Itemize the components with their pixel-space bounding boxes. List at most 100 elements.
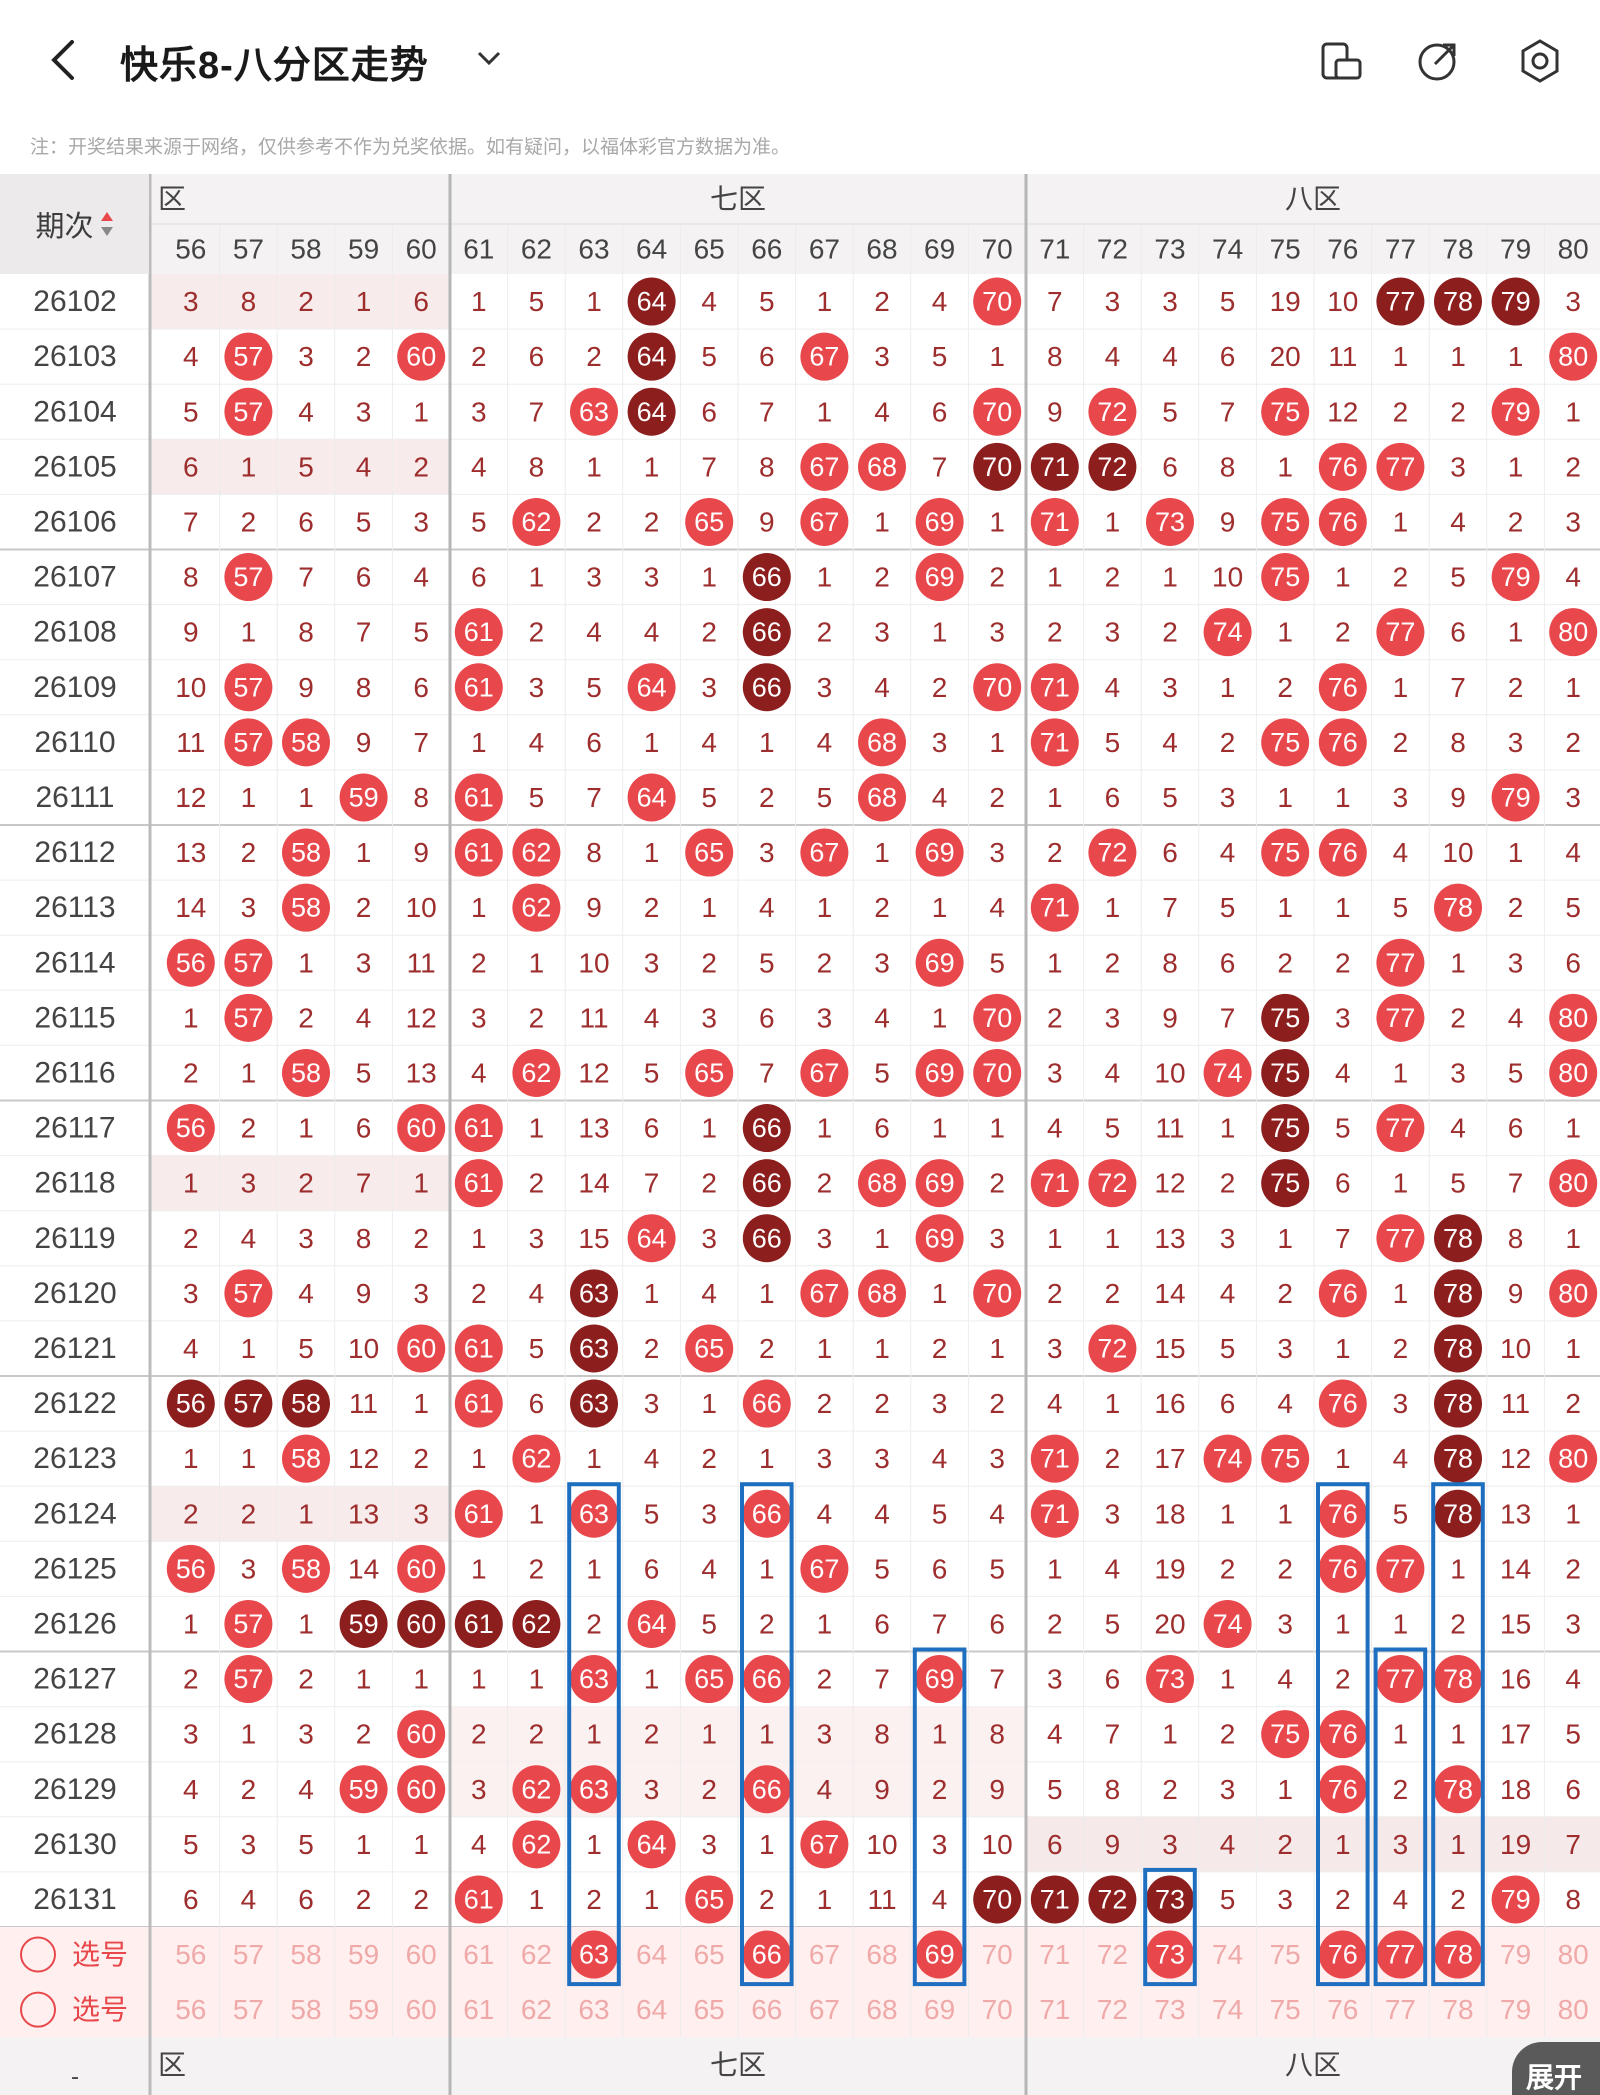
ball-number: 78: [1443, 1664, 1473, 1694]
ball-number: 80: [1558, 1278, 1588, 1308]
select-number-71[interactable]: 71: [1039, 1994, 1070, 2025]
select-number-74[interactable]: 74: [1212, 1994, 1243, 2025]
omission-count: 4: [356, 1002, 372, 1033]
period-header[interactable]: 期次: [0, 174, 149, 274]
select-ball-69[interactable]: [915, 1930, 964, 1979]
select-number-68[interactable]: 68: [866, 1939, 897, 1970]
omission-count: 2: [529, 1168, 545, 1199]
ball-78: [1434, 883, 1482, 932]
select-number-79[interactable]: 79: [1500, 1994, 1531, 2025]
select-number-64[interactable]: 64: [636, 1939, 667, 1970]
select-number-67[interactable]: 67: [809, 1994, 840, 2025]
ball-77: [1376, 993, 1425, 1042]
select-number-57[interactable]: 57: [233, 1994, 264, 2025]
omission-count: 1: [1335, 1829, 1351, 1860]
select-number-70[interactable]: 70: [982, 1939, 1013, 1970]
select-number-56[interactable]: 56: [175, 1994, 206, 2025]
settings-icon[interactable]: [1515, 36, 1565, 86]
ball-74: [1203, 1599, 1252, 1648]
select-number-68[interactable]: 68: [866, 1994, 897, 2025]
select-ball-77[interactable]: [1376, 1930, 1425, 1979]
select-number-73[interactable]: 73: [1154, 1994, 1185, 2025]
select-number-76[interactable]: 76: [1327, 1994, 1358, 2025]
column-header-78: 78: [1442, 234, 1473, 265]
column-header-68: 68: [866, 234, 897, 265]
omission-count: 1: [356, 1664, 372, 1695]
select-number-77[interactable]: 77: [1385, 1994, 1416, 2025]
select-number-78[interactable]: 78: [1442, 1994, 1473, 2025]
omission-count: 1: [1220, 1113, 1236, 1144]
omission-count: 10: [406, 892, 437, 923]
select-number-58[interactable]: 58: [290, 1994, 321, 2025]
select-number-67[interactable]: 67: [809, 1939, 840, 1970]
select-number-60[interactable]: 60: [406, 1939, 437, 1970]
omission-count: 2: [874, 562, 890, 593]
period-26112: 26112: [34, 836, 115, 869]
select-ball-63[interactable]: [570, 1930, 618, 1979]
omission-count: 5: [529, 782, 545, 813]
omission-count: 4: [759, 892, 775, 923]
select-radio-icon[interactable]: [20, 1991, 56, 2028]
select-number-65[interactable]: 65: [694, 1994, 725, 2025]
ball-56: [166, 1104, 215, 1153]
select-number-63[interactable]: 63: [578, 1994, 609, 2025]
omission-count: 3: [1047, 1664, 1063, 1695]
page-title[interactable]: 快乐8-八分区走势: [120, 45, 429, 87]
select-number-61[interactable]: 61: [463, 1939, 494, 1970]
omission-count: 4: [1047, 1388, 1063, 1419]
period-26103: 26103: [33, 340, 116, 373]
omission-count: 2: [1277, 1278, 1293, 1309]
ball-78: [1434, 1434, 1482, 1483]
omission-count: 2: [183, 1223, 199, 1254]
select-number-79[interactable]: 79: [1500, 1939, 1531, 1970]
ball-number: 76: [1328, 1278, 1358, 1308]
select-ball-78[interactable]: [1434, 1930, 1482, 1979]
select-number-80[interactable]: 80: [1558, 1994, 1589, 2025]
select-number-56[interactable]: 56: [175, 1939, 206, 1970]
omission-count: 2: [183, 1498, 199, 1529]
ball-61: [454, 608, 503, 657]
select-number-75[interactable]: 75: [1270, 1994, 1301, 2025]
select-number-75[interactable]: 75: [1270, 1939, 1301, 1970]
ball-number: 61: [464, 1499, 494, 1529]
select-ball-number: 76: [1328, 1940, 1358, 1970]
select-number-69[interactable]: 69: [924, 1994, 955, 2025]
chevron-left-icon[interactable]: [44, 38, 84, 82]
select-number-72[interactable]: 72: [1097, 1939, 1128, 1970]
chevron-down-icon[interactable]: [476, 48, 502, 68]
ball-69: [915, 497, 964, 546]
select-number-59[interactable]: 59: [348, 1939, 379, 1970]
share-icon[interactable]: [1413, 36, 1463, 86]
select-ball-73[interactable]: [1146, 1930, 1194, 1979]
select-number-61[interactable]: 61: [463, 1994, 494, 2025]
period-26117: 26117: [34, 1112, 115, 1145]
select-number-62[interactable]: 62: [521, 1994, 552, 2025]
select-number-74[interactable]: 74: [1212, 1939, 1243, 1970]
expand-button[interactable]: 展开: [1512, 2042, 1600, 2095]
select-number-80[interactable]: 80: [1558, 1939, 1589, 1970]
select-number-65[interactable]: 65: [694, 1939, 725, 1970]
ball-60: [397, 1324, 446, 1373]
select-number-71[interactable]: 71: [1039, 1939, 1070, 1970]
select-number-64[interactable]: 64: [636, 1994, 667, 2025]
omission-count: 1: [1162, 562, 1178, 593]
column-header-61: 61: [463, 234, 494, 265]
select-number-58[interactable]: 58: [290, 1939, 321, 1970]
select-label[interactable]: 选号: [72, 1994, 128, 2025]
select-number-60[interactable]: 60: [406, 1994, 437, 2025]
select-number-62[interactable]: 62: [521, 1939, 552, 1970]
select-number-70[interactable]: 70: [982, 1994, 1013, 2025]
omission-count: 1: [413, 1829, 429, 1860]
select-ball-66[interactable]: [742, 1930, 791, 1979]
select-number-57[interactable]: 57: [233, 1939, 264, 1970]
tablet-landscape-icon[interactable]: [1318, 36, 1368, 86]
select-radio-icon[interactable]: [20, 1936, 56, 1973]
select-number-66[interactable]: 66: [751, 1994, 782, 2025]
select-label[interactable]: 选号: [72, 1939, 128, 1970]
omission-count: 7: [1220, 1002, 1236, 1033]
select-number-59[interactable]: 59: [348, 1994, 379, 2025]
select-number-72[interactable]: 72: [1097, 1994, 1128, 2025]
omission-count: 1: [529, 562, 545, 593]
omission-count: 5: [356, 506, 372, 537]
select-ball-76[interactable]: [1318, 1930, 1367, 1979]
